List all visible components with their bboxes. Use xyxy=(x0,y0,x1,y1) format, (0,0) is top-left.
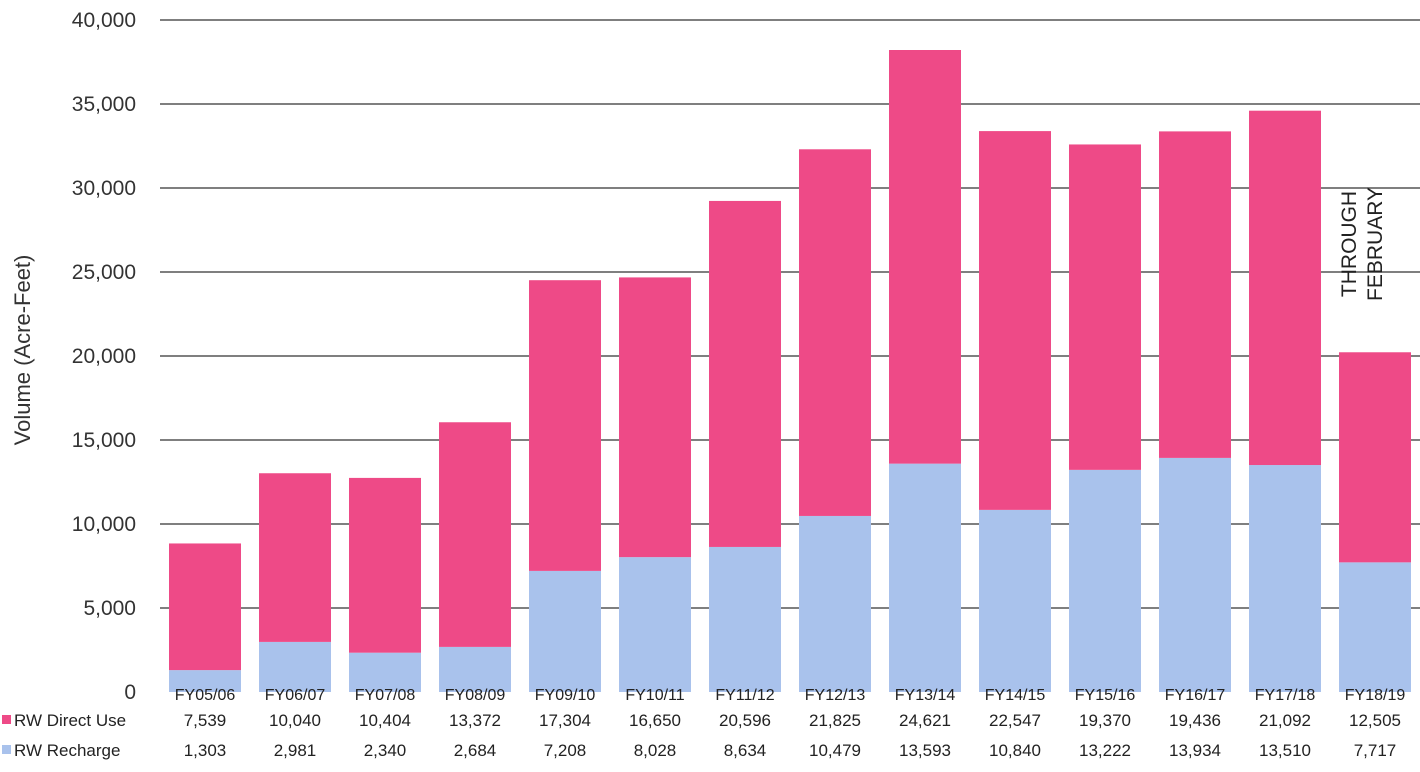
legend: RW Direct Use RW Recharge xyxy=(2,711,126,760)
bar-segment-recharge xyxy=(259,641,331,692)
category-label: FY13/14 xyxy=(895,687,956,704)
bar-segment-recharge xyxy=(1069,469,1141,692)
table-value: 13,372 xyxy=(449,711,501,730)
bar-segment-direct-use xyxy=(709,200,781,547)
y-tick-label: 25,000 xyxy=(72,261,136,284)
bar-segment-recharge xyxy=(709,546,781,692)
annotation-february-label: FEBRUARY xyxy=(1364,187,1387,301)
category-label: FY11/12 xyxy=(715,687,774,704)
y-axis-label: Volume (Acre-Feet) xyxy=(10,255,35,446)
y-tick-label: 40,000 xyxy=(72,9,136,32)
table-value: 1,303 xyxy=(184,741,227,760)
legend-label: RW Recharge xyxy=(14,741,120,760)
table-value: 8,634 xyxy=(724,741,767,760)
bar-segment-recharge xyxy=(439,646,511,692)
bar-segment-direct-use xyxy=(1069,144,1141,470)
table-value: 13,510 xyxy=(1259,741,1311,760)
bar-segment-direct-use xyxy=(799,149,871,516)
category-label: FY16/17 xyxy=(1165,687,1226,704)
y-tick-label: 0 xyxy=(124,681,136,704)
table-value: 21,092 xyxy=(1259,711,1311,730)
table-value: 10,840 xyxy=(989,741,1041,760)
category-label: FY08/09 xyxy=(445,687,506,704)
bar-segment-direct-use xyxy=(1339,352,1411,563)
table-value: 13,934 xyxy=(1169,741,1221,760)
table-value: 10,040 xyxy=(269,711,321,730)
category-label: FY10/11 xyxy=(625,687,684,704)
bar-segment-recharge xyxy=(619,557,691,692)
table-value: 2,981 xyxy=(274,741,317,760)
table-value: 24,621 xyxy=(899,711,951,730)
table-value: 16,650 xyxy=(629,711,681,730)
legend-label: RW Direct Use xyxy=(14,711,126,730)
annotation-through-label: THROUGH xyxy=(1338,191,1361,297)
bar-segment-direct-use xyxy=(349,477,421,653)
y-tick-label: 5,000 xyxy=(83,597,136,620)
table-value: 7,539 xyxy=(184,711,227,730)
bars xyxy=(169,50,1411,692)
bar-segment-recharge xyxy=(1249,465,1321,692)
table-value: 7,208 xyxy=(544,741,587,760)
legend-swatch xyxy=(2,715,11,724)
bar-segment-direct-use xyxy=(259,473,331,642)
y-tick-label: 15,000 xyxy=(72,429,136,452)
y-axis-tick-labels: 0 5,000 10,000 15,000 20,000 25,000 30,000 35,0… xyxy=(72,9,136,704)
bar-segment-direct-use xyxy=(169,543,241,671)
bar-segment-recharge xyxy=(1339,562,1411,692)
table-value: 20,596 xyxy=(719,711,771,730)
bar-segment-recharge xyxy=(349,652,421,692)
table-value: 13,222 xyxy=(1079,741,1131,760)
y-tick-label: 20,000 xyxy=(72,345,136,368)
table-value: 8,028 xyxy=(634,741,677,760)
table-value: 10,404 xyxy=(359,711,411,730)
category-label: FY15/16 xyxy=(1075,687,1136,704)
legend-swatch xyxy=(2,745,11,754)
bar-segment-recharge xyxy=(889,463,961,692)
bar-segment-recharge xyxy=(1159,457,1231,692)
bar-segment-direct-use xyxy=(439,422,511,647)
bar-segment-direct-use xyxy=(1249,110,1321,466)
y-tick-label: 35,000 xyxy=(72,93,136,116)
bar-segment-recharge xyxy=(169,670,241,692)
table-value: 17,304 xyxy=(539,711,591,730)
bar-segment-direct-use xyxy=(979,131,1051,510)
category-label: FY17/18 xyxy=(1255,687,1316,704)
category-label: FY05/06 xyxy=(175,687,236,704)
category-labels: FY05/06 FY06/07 FY07/08 FY08/09 FY09/10 FY10/… xyxy=(175,687,1406,704)
data-table: 7,539 10,040 10,404 13,372 17,304 16,650 20,59… xyxy=(184,711,1401,760)
table-value: 19,436 xyxy=(1169,711,1221,730)
y-tick-label: 30,000 xyxy=(72,177,136,200)
table-value: 21,825 xyxy=(809,711,861,730)
table-value: 12,505 xyxy=(1349,711,1401,730)
category-label: FY18/19 xyxy=(1345,687,1406,704)
category-label: FY06/07 xyxy=(265,687,326,704)
category-label: FY14/15 xyxy=(985,687,1046,704)
bar-segment-recharge xyxy=(799,515,871,692)
bar-segment-direct-use xyxy=(1159,131,1231,458)
table-value: 2,340 xyxy=(364,741,407,760)
table-value: 10,479 xyxy=(809,741,861,760)
table-value: 7,717 xyxy=(1354,741,1397,760)
bar-segment-direct-use xyxy=(619,277,691,558)
table-value: 2,684 xyxy=(454,741,497,760)
bar-segment-direct-use xyxy=(889,50,961,464)
category-label: FY09/10 xyxy=(535,687,596,704)
bar-segment-recharge xyxy=(979,509,1051,692)
table-value: 19,370 xyxy=(1079,711,1131,730)
table-value: 22,547 xyxy=(989,711,1041,730)
table-value: 13,593 xyxy=(899,741,951,760)
category-label: FY12/13 xyxy=(805,687,866,704)
category-label: FY07/08 xyxy=(355,687,416,704)
y-tick-label: 10,000 xyxy=(72,513,136,536)
bar-segment-recharge xyxy=(529,570,601,692)
bar-segment-direct-use xyxy=(529,280,601,571)
